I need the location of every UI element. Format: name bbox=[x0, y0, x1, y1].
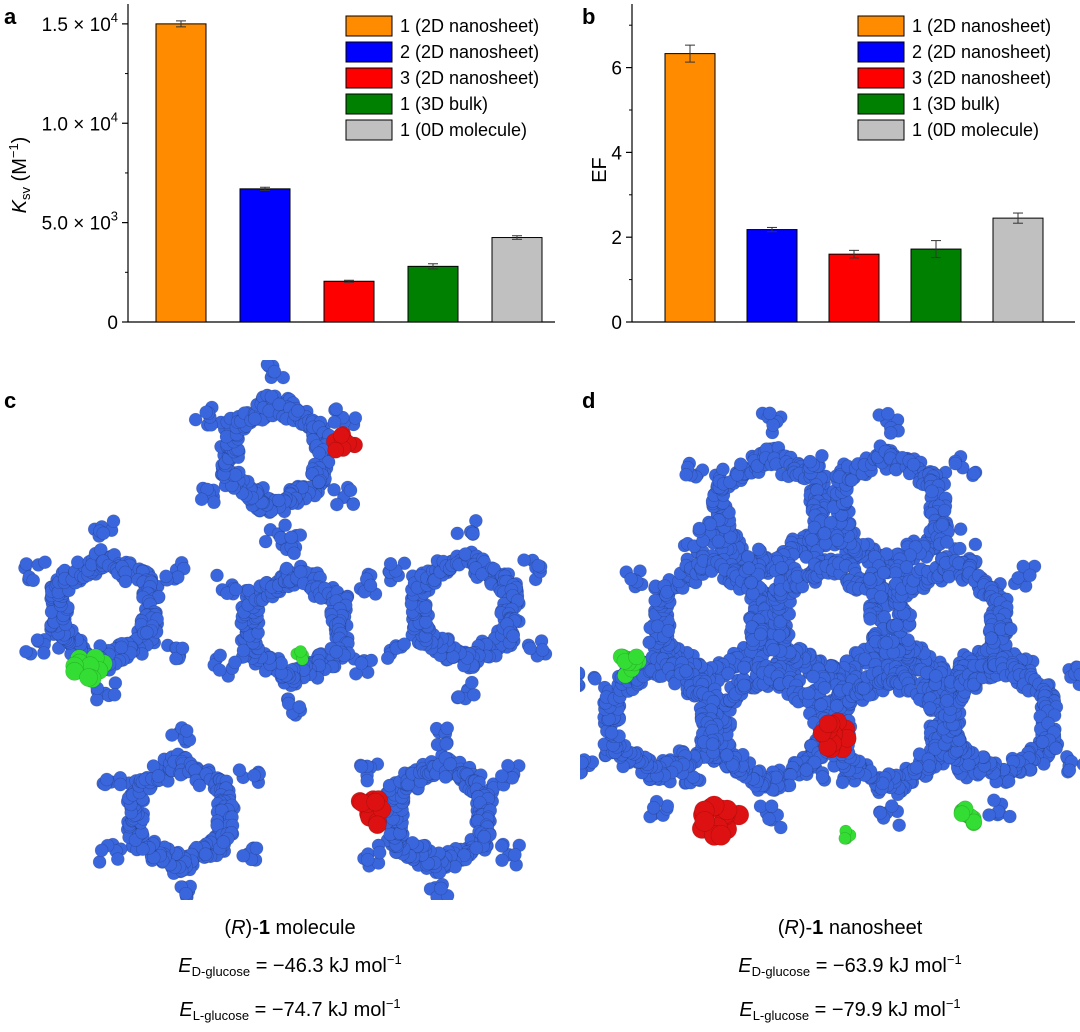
legend-swatch-a-0 bbox=[345, 15, 393, 37]
bar-a-1 bbox=[239, 188, 291, 323]
legend-label-b-4: 1 (0D molecule) bbox=[912, 120, 1039, 140]
bar-a-3 bbox=[407, 265, 459, 323]
caption-c-energy-l: EL-glucose = −74.7 kJ mol−1 bbox=[179, 996, 401, 1023]
nanosheet-unit-8 bbox=[907, 620, 1080, 824]
caption-d-energy-l: EL-glucose = −79.9 kJ mol−1 bbox=[739, 996, 961, 1023]
d-glucose-guest-3 bbox=[691, 795, 750, 846]
y-tick-label-b: 0 bbox=[611, 313, 622, 334]
caption-d-energy-d: ED-glucose = −63.9 kJ mol−1 bbox=[738, 952, 962, 979]
legend-label-b-3: 1 (3D bulk) bbox=[912, 94, 1000, 114]
nanosheet-unit-0 bbox=[677, 406, 862, 613]
legend-swatch-a-3 bbox=[345, 93, 393, 115]
nanosheet-unit-5 bbox=[678, 627, 863, 835]
bar-b-0 bbox=[664, 53, 716, 323]
svg-text:Ksv (M−1): Ksv (M−1) bbox=[6, 137, 33, 214]
bar-a-2 bbox=[323, 280, 375, 323]
error-bar-a-4 bbox=[512, 235, 522, 240]
bar-b-1 bbox=[746, 229, 798, 323]
legend-swatch-b-2 bbox=[857, 67, 905, 89]
error-bar-b-2 bbox=[849, 249, 859, 259]
legend-swatch-b-3 bbox=[857, 93, 905, 115]
error-bar-a-3 bbox=[428, 263, 438, 270]
l-glucose-guest-0 bbox=[65, 648, 113, 688]
error-bar-b-4 bbox=[1013, 212, 1023, 224]
error-bar-a-2 bbox=[344, 279, 354, 283]
y-tick-label-a: 5.0 × 103 bbox=[42, 209, 118, 235]
d-glucose-guest-1 bbox=[350, 790, 392, 835]
error-bar-a-0 bbox=[176, 20, 186, 28]
y-axis-label-b: EF bbox=[589, 157, 611, 183]
chart-a-ksv: Ksv (M−1) 0 5.0 × 103 1.0 × 104 1.5 × 104 1… bbox=[6, 4, 555, 334]
caption-c: (R)-1 molecule ED-glucose = −46.3 kJ mol… bbox=[140, 912, 440, 1032]
l-glucose-guest-2 bbox=[612, 648, 647, 684]
legend-swatch-a-1 bbox=[345, 41, 393, 63]
molecule-models-c bbox=[18, 360, 553, 900]
caption-d-title: (R)-1 nanosheet bbox=[777, 917, 923, 939]
caption-d: (R)-1 nanosheet ED-glucose = −63.9 kJ mo… bbox=[700, 912, 1000, 1032]
d-glucose-guest-0 bbox=[326, 426, 363, 459]
y-tick-label-a: 0 bbox=[107, 313, 118, 334]
bar-b-4 bbox=[992, 217, 1044, 323]
error-bar-b-1 bbox=[767, 226, 777, 233]
caption-c-energy-d: ED-glucose = −46.3 kJ mol−1 bbox=[178, 952, 402, 979]
legend-swatch-b-4 bbox=[857, 119, 905, 141]
legend-label-a-4: 1 (0D molecule) bbox=[400, 120, 527, 140]
error-bar-b-0 bbox=[685, 44, 695, 63]
legend-swatch-a-2 bbox=[345, 67, 393, 89]
legend-label-b-1: 2 (2D nanosheet) bbox=[912, 42, 1051, 62]
molecule-0 bbox=[188, 360, 363, 552]
nanosheet-model-d bbox=[580, 406, 1080, 846]
bar-a-4 bbox=[491, 237, 543, 323]
molecule-4 bbox=[92, 721, 267, 900]
legend-label-b-0: 1 (2D nanosheet) bbox=[912, 16, 1051, 36]
legend-swatch-b-0 bbox=[857, 15, 905, 37]
legend-label-a-3: 1 (3D bulk) bbox=[400, 94, 488, 114]
l-glucose-guest-1 bbox=[290, 645, 310, 666]
y-tick-label-b: 6 bbox=[611, 59, 622, 80]
error-bar-b-3 bbox=[931, 240, 941, 259]
legend-swatch-a-4 bbox=[345, 119, 393, 141]
bar-b-2 bbox=[828, 253, 880, 323]
legend-label-a-0: 1 (2D nanosheet) bbox=[400, 16, 539, 36]
legend-swatch-b-1 bbox=[857, 41, 905, 63]
chart-b-ef: EF 0 2 4 6 1 (2D nanosheet) 2 (2D nanosheet)… bbox=[589, 4, 1075, 334]
molecule-3 bbox=[380, 513, 553, 706]
bar-b-3 bbox=[910, 248, 962, 323]
legend-label-a-2: 3 (2D nanosheet) bbox=[400, 68, 539, 88]
legend-label-b-2: 3 (2D nanosheet) bbox=[912, 68, 1051, 88]
l-glucose-guest-3 bbox=[953, 800, 983, 832]
molecule-5 bbox=[353, 721, 527, 900]
error-bar-a-1 bbox=[260, 186, 270, 191]
l-glucose-guest-4 bbox=[838, 824, 857, 845]
y-tick-label-a: 1.5 × 104 bbox=[42, 10, 118, 36]
y-axis-label-a: Ksv (M−1) bbox=[6, 137, 33, 214]
legend-label-a-1: 2 (2D nanosheet) bbox=[400, 42, 539, 62]
y-tick-label-a: 1.0 × 104 bbox=[42, 109, 118, 135]
nanosheet-unit-7 bbox=[580, 619, 753, 824]
d-glucose-guest-2 bbox=[812, 712, 857, 759]
molecule-2 bbox=[207, 528, 383, 722]
caption-c-title: (R)-1 molecule bbox=[224, 917, 356, 939]
bar-a-0 bbox=[155, 23, 207, 323]
y-tick-label-b: 2 bbox=[611, 228, 622, 249]
y-tick-label-b: 4 bbox=[611, 143, 622, 164]
